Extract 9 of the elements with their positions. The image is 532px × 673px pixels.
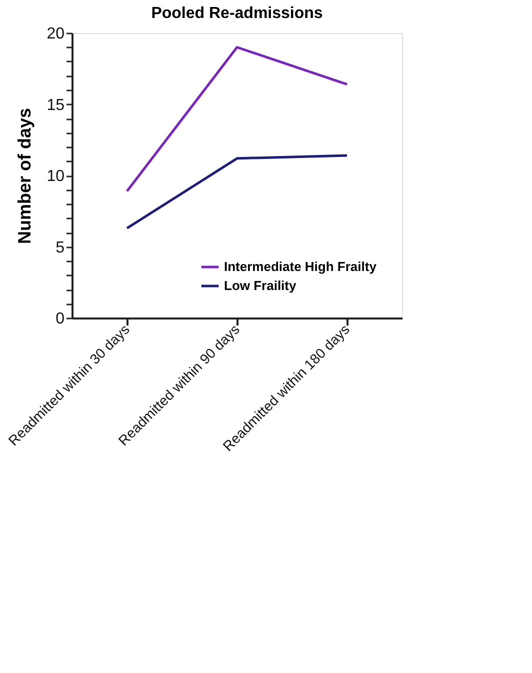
chart-title: Pooled Re-admissions — [151, 5, 323, 22]
y-tick-label: 5 — [56, 239, 65, 256]
y-tick-label: 10 — [46, 168, 65, 185]
y-tick-label: 20 — [46, 26, 65, 42]
y-tick-label: 15 — [46, 96, 65, 114]
y-tick-label: 0 — [56, 310, 65, 328]
legend-label: Low Fraility — [224, 278, 297, 293]
legend-label: Intermediate High Frailty — [224, 259, 378, 274]
y-axis-title: Number of days — [14, 108, 35, 244]
